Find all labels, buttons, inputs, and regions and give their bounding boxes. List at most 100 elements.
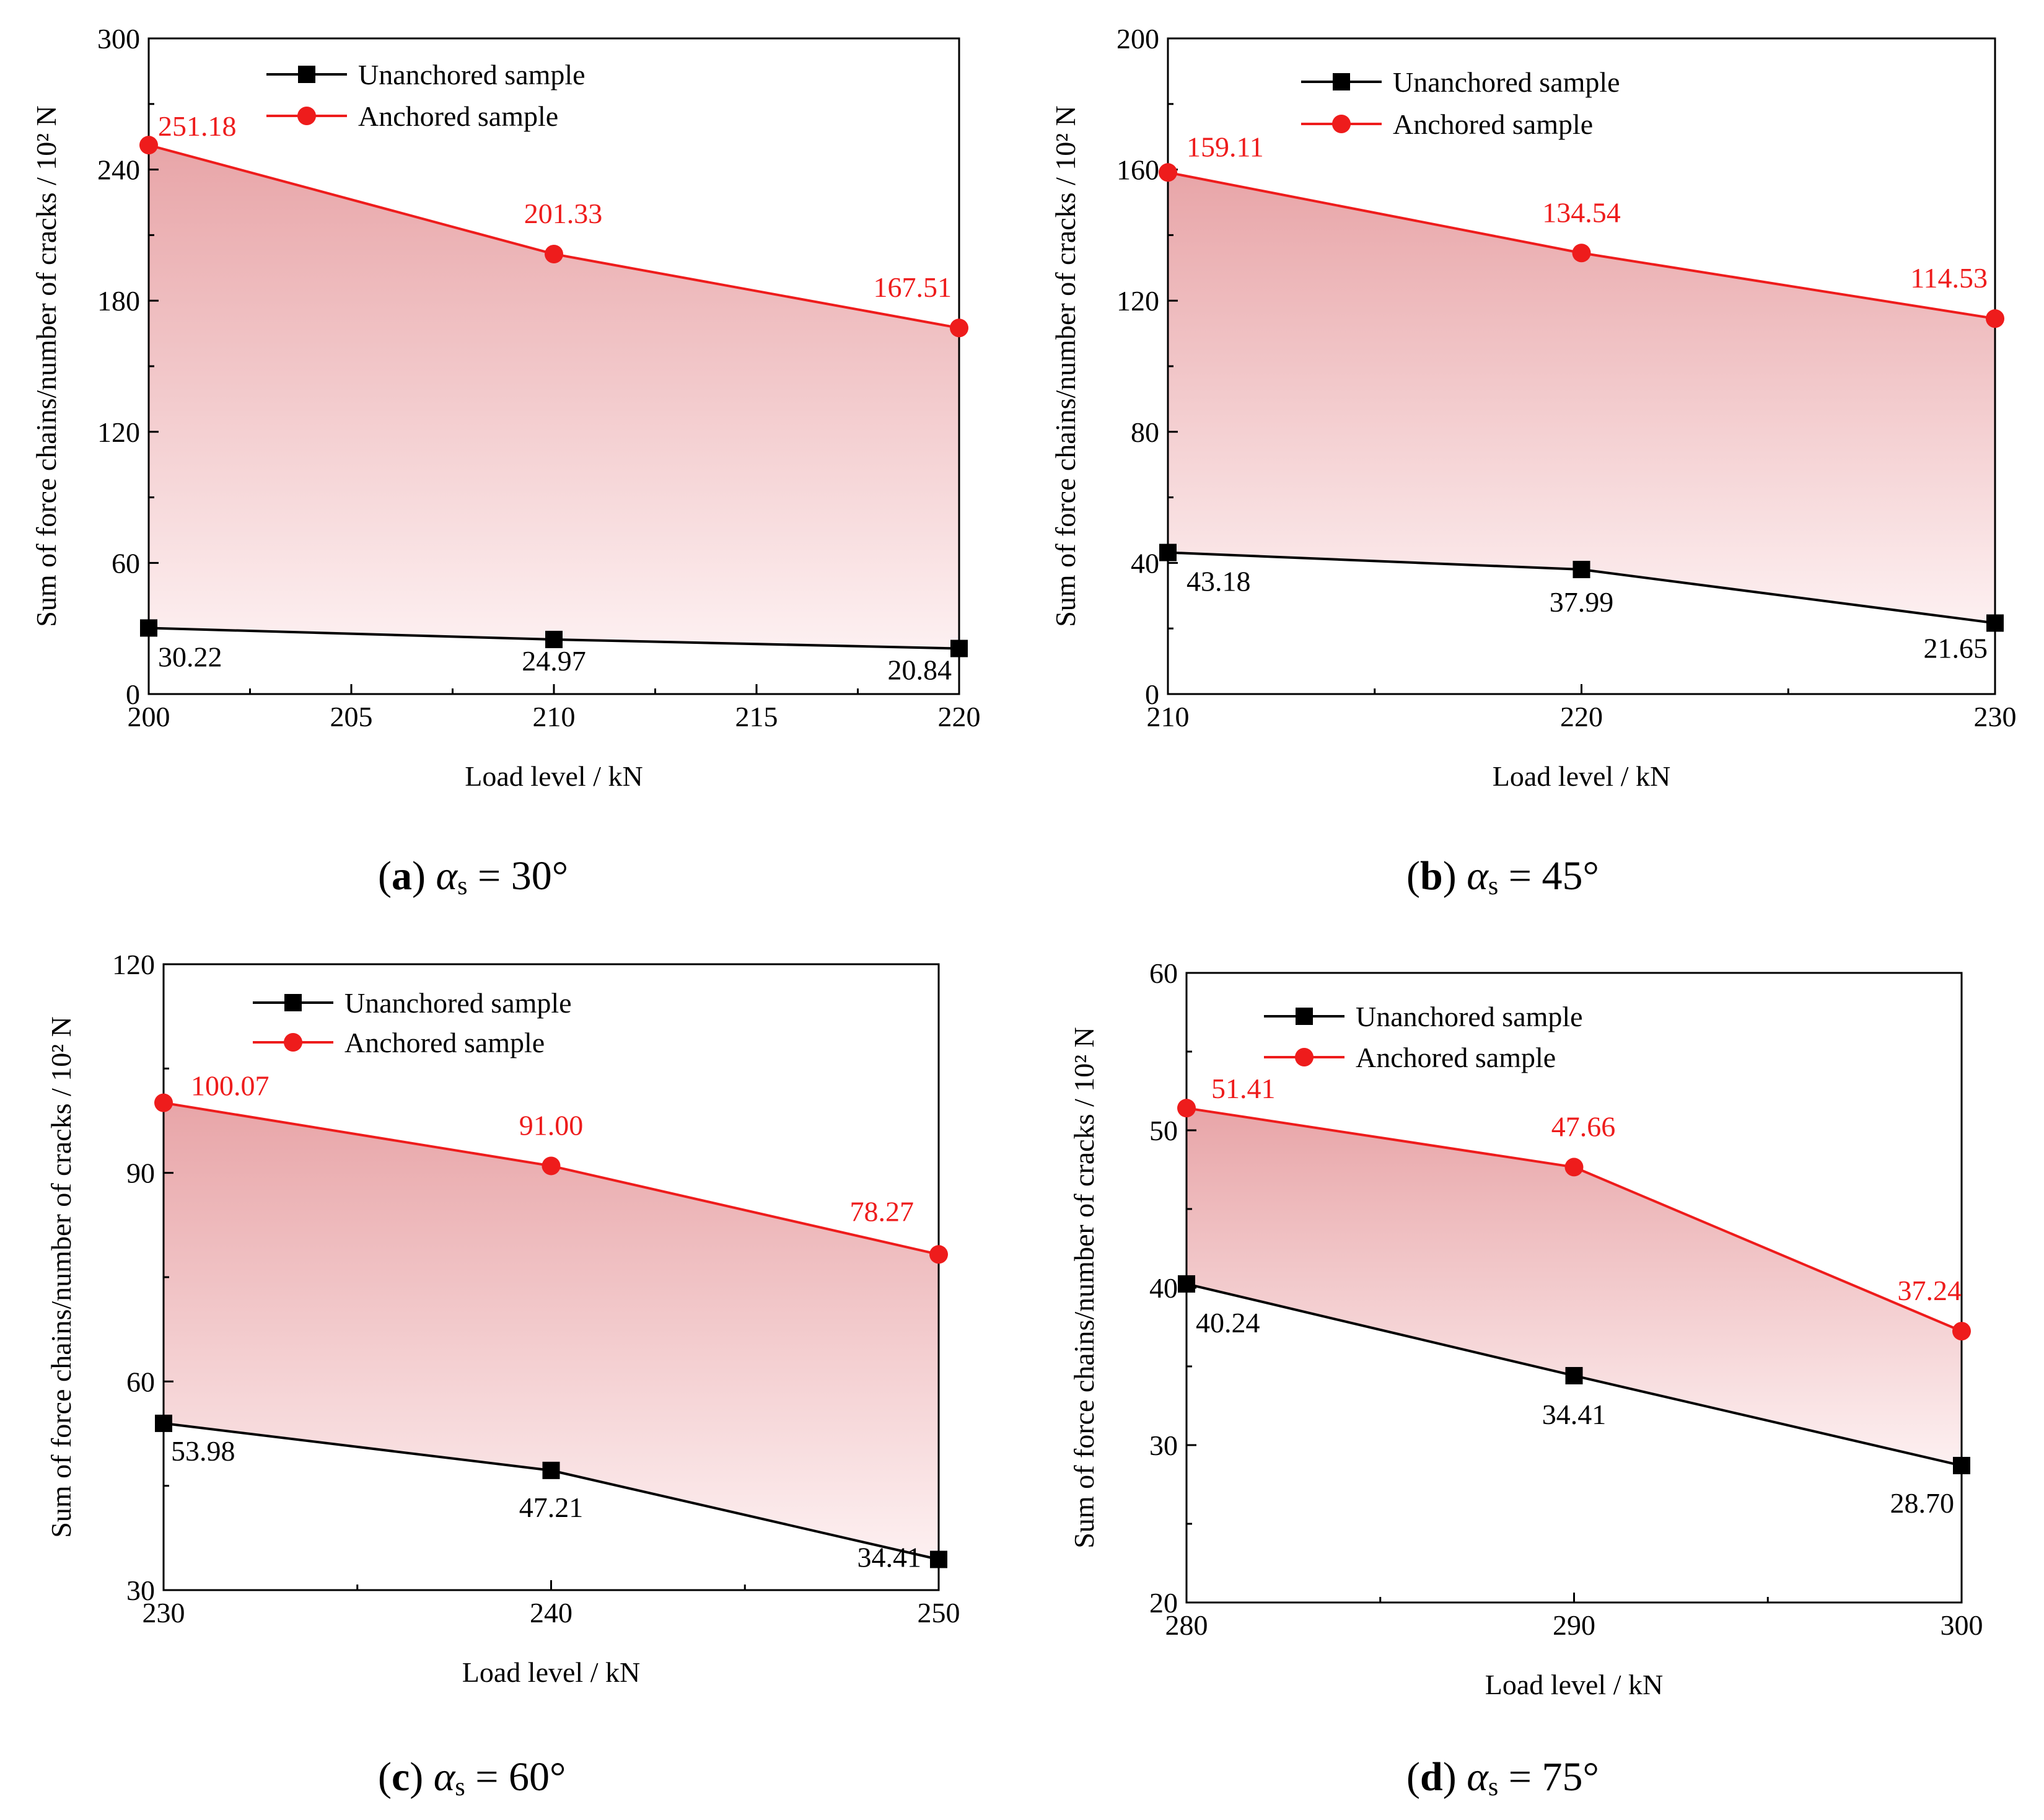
y-tick-label-b-4: 160 (1116, 154, 1159, 186)
unanchored-point-c-1 (542, 1461, 560, 1479)
y-tick-label-a-3: 180 (97, 285, 140, 317)
x-tick-label-a-3: 215 (735, 701, 778, 732)
y-tick-label-b-1: 40 (1131, 547, 1159, 579)
caption-c: (c) αs = 60° (378, 1754, 566, 1801)
anchored-label-d-2: 37.24 (1898, 1275, 1962, 1306)
shaded-area-c (164, 1102, 939, 1560)
unanchored-point-d-2 (1953, 1457, 1970, 1475)
legend-marker-a-1 (297, 107, 316, 125)
anchored-point-d-0 (1177, 1099, 1196, 1118)
anchored-label-a-1: 201.33 (524, 198, 603, 229)
x-tick-label-b-2: 230 (1974, 701, 2017, 732)
legend-label-a-0: Unanchored sample (358, 59, 586, 90)
y-tick-label-c-2: 90 (126, 1158, 155, 1189)
unanchored-point-a-0 (140, 619, 157, 637)
shaded-area-d (1186, 1108, 1962, 1466)
anchored-point-b-2 (1986, 309, 2004, 328)
unanchored-label-d-0: 40.24 (1196, 1307, 1260, 1339)
y-axis-title-c: Sum of force chains/number of cracks / 1… (45, 1016, 77, 1538)
chart-panel-b: 0 40 80 120 160 200 210 220 230 Load level / kN Su… (1050, 23, 2017, 792)
anchored-point-d-2 (1952, 1322, 1971, 1341)
caption-a: (a) αs = 30° (378, 853, 569, 900)
legend-label-b-1: Anchored sample (1393, 108, 1593, 140)
legend-c: Unanchored sample Anchored sample (253, 987, 572, 1058)
legend-d: Unanchored sample Anchored sample (1264, 1001, 1583, 1073)
y-tick-label-d-2: 40 (1149, 1272, 1178, 1304)
y-tick-label-c-3: 120 (112, 949, 155, 980)
legend-marker-d-1 (1295, 1048, 1314, 1066)
legend-label-c-0: Unanchored sample (344, 987, 572, 1019)
anchored-label-a-2: 167.51 (874, 271, 952, 303)
unanchored-label-c-0: 53.98 (171, 1435, 235, 1467)
anchored-label-b-0: 159.11 (1186, 131, 1264, 162)
unanchored-label-b-1: 37.99 (1550, 586, 1614, 618)
y-tick-label-a-2: 120 (97, 416, 140, 448)
unanchored-point-b-1 (1572, 561, 1590, 579)
anchored-label-d-0: 51.41 (1211, 1073, 1276, 1104)
legend-marker-b-0 (1333, 73, 1350, 90)
unanchored-label-a-1: 24.97 (522, 645, 586, 677)
legend-label-d-1: Anchored sample (1356, 1042, 1556, 1073)
y-tick-label-a-4: 240 (97, 154, 140, 186)
x-axis-title-c: Load level / kN (462, 1656, 640, 1688)
anchored-point-a-2 (950, 319, 968, 338)
anchored-point-b-0 (1159, 163, 1177, 182)
legend-label-d-0: Unanchored sample (1356, 1001, 1583, 1032)
y-tick-label-d-3: 50 (1149, 1115, 1178, 1146)
unanchored-label-b-2: 21.65 (1924, 632, 1988, 664)
shaded-area-b (1168, 172, 1995, 623)
legend-marker-c-1 (284, 1033, 302, 1052)
legend-label-a-1: Anchored sample (358, 100, 558, 132)
chart-panel-c: 30 60 90 120 230 240 250 Load level / kN Sum of … (45, 949, 960, 1688)
y-tick-label-d-0: 20 (1149, 1587, 1178, 1619)
anchored-point-b-1 (1572, 244, 1591, 263)
anchored-point-c-2 (929, 1245, 948, 1264)
unanchored-point-d-1 (1565, 1366, 1583, 1384)
y-tick-label-c-1: 60 (126, 1366, 155, 1397)
x-tick-label-c-0: 230 (143, 1597, 185, 1629)
legend-marker-b-1 (1332, 115, 1351, 133)
legend-marker-d-0 (1296, 1008, 1313, 1025)
x-axis-title-a: Load level / kN (465, 760, 643, 792)
unanchored-label-a-2: 20.84 (888, 654, 952, 686)
caption-b: (b) αs = 45° (1406, 853, 1599, 900)
y-tick-label-a-1: 60 (112, 547, 140, 579)
y-tick-label-b-5: 200 (1116, 23, 1159, 55)
x-tick-label-a-4: 220 (938, 701, 981, 732)
anchored-point-a-0 (139, 136, 158, 155)
unanchored-label-a-0: 30.22 (158, 641, 222, 672)
y-axis-title-d: Sum of force chains/number of cracks / 1… (1068, 1027, 1100, 1549)
unanchored-point-a-1 (545, 630, 563, 648)
y-tick-label-d-4: 60 (1149, 957, 1178, 989)
unanchored-label-c-2: 34.41 (858, 1542, 922, 1573)
unanchored-label-d-2: 28.70 (1890, 1487, 1955, 1519)
unanchored-point-a-2 (950, 640, 968, 657)
x-tick-label-a-1: 205 (330, 701, 373, 732)
anchored-label-b-1: 134.54 (1542, 196, 1621, 228)
x-tick-label-b-1: 220 (1560, 701, 1603, 732)
anchored-label-d-1: 47.66 (1551, 1110, 1616, 1142)
y-tick-label-b-2: 80 (1131, 416, 1159, 448)
shaded-area-a (149, 145, 959, 649)
y-tick-label-a-0: 0 (126, 679, 140, 710)
x-axis-title-d: Load level / kN (1485, 1669, 1663, 1700)
y-tick-label-b-0: 0 (1145, 679, 1159, 710)
anchored-label-c-0: 100.07 (191, 1070, 270, 1102)
x-tick-label-b-0: 210 (1147, 701, 1190, 732)
unanchored-point-b-0 (1159, 543, 1177, 561)
x-tick-label-a-0: 200 (128, 701, 170, 732)
anchored-point-c-0 (154, 1093, 173, 1112)
y-tick-label-c-0: 30 (126, 1575, 155, 1606)
x-tick-label-d-0: 280 (1165, 1609, 1208, 1641)
anchored-point-d-1 (1564, 1158, 1584, 1177)
unanchored-point-c-2 (930, 1550, 947, 1568)
y-tick-label-b-3: 120 (1116, 285, 1159, 317)
x-tick-label-d-1: 290 (1553, 1609, 1595, 1641)
x-tick-label-c-1: 240 (530, 1597, 572, 1629)
anchored-label-c-2: 78.27 (850, 1195, 915, 1227)
x-axis-title-b: Load level / kN (1493, 760, 1670, 792)
legend-label-b-0: Unanchored sample (1393, 66, 1620, 98)
legend-a: Unanchored sample Anchored sample (266, 59, 586, 132)
unanchored-point-b-2 (1986, 614, 2004, 632)
